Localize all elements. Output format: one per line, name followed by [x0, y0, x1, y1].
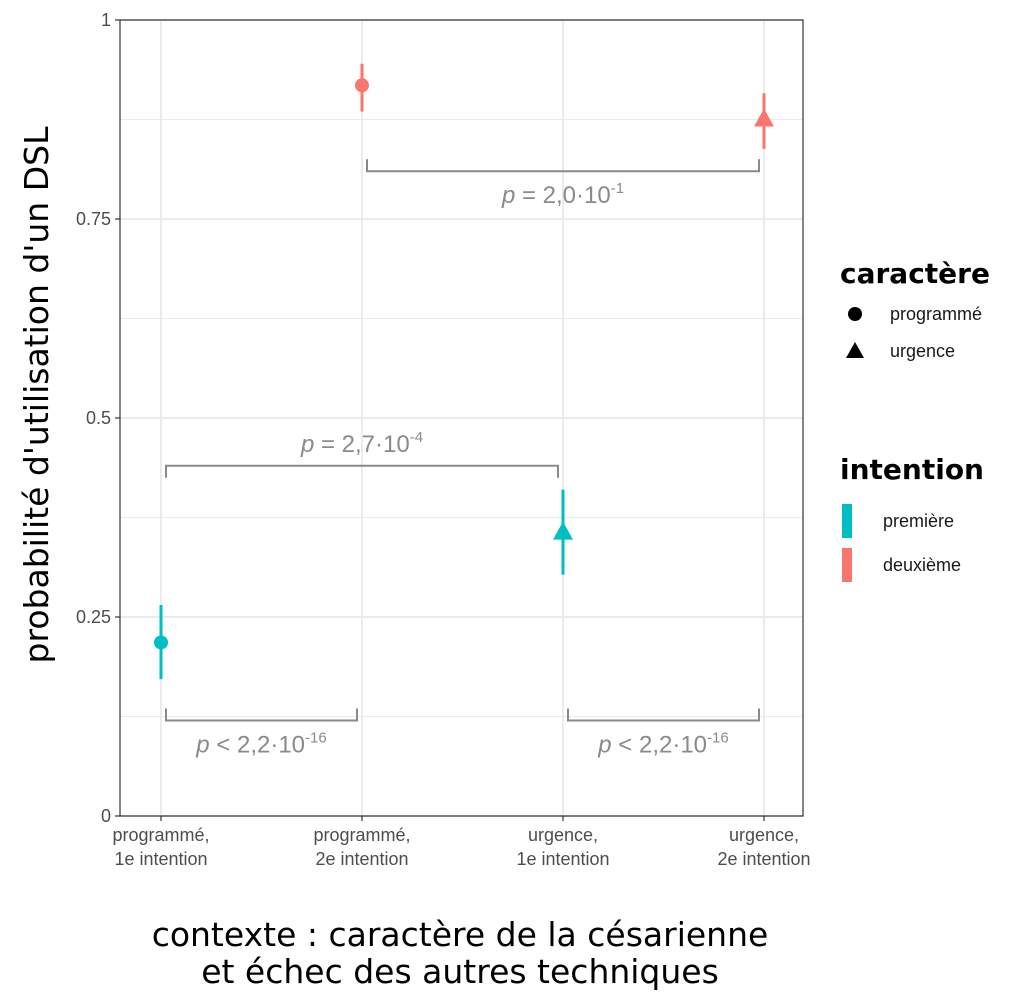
data-marks — [154, 63, 774, 680]
legend-label: première — [883, 511, 954, 531]
p-value-label: p = 2,7·10-4 — [300, 429, 423, 458]
x-tick-label: programmé, — [313, 825, 410, 845]
annotations: p < 2,2·10-16 p < 2,2·10-16 p = 2,7·10-4 p … — [165, 159, 760, 758]
y-tick-label: 0.25 — [76, 607, 111, 627]
legend-label: deuxième — [883, 555, 961, 575]
point-triangle — [553, 521, 573, 540]
legend-key-color — [842, 504, 852, 538]
y-tick-label: 1 — [101, 10, 111, 30]
x-axis-title-line-1: contexte : caractère de la césarienne — [152, 915, 769, 954]
bracket — [165, 708, 358, 722]
p-value-label: p = 2,0·10-1 — [501, 180, 624, 209]
y-tick-label: 0.5 — [86, 408, 111, 428]
y-tick-label: 0.75 — [76, 209, 111, 229]
y-axis-title: probabilité d'utilisation d'un DSL — [17, 126, 56, 664]
legend-label: programmé — [890, 304, 982, 324]
bracket — [567, 708, 760, 722]
x-tick-label: 1e intention — [516, 849, 609, 869]
x-tick-label: urgence, — [528, 825, 598, 845]
p-value-label: p < 2,2·10-16 — [195, 729, 326, 758]
legend-label: urgence — [890, 341, 955, 361]
x-tick-label: programmé, — [112, 825, 209, 845]
bracket — [366, 159, 760, 173]
legend-key-triangle — [846, 342, 864, 358]
legend: caractère programmé urgence intention premiè… — [840, 257, 990, 582]
legend-key-color — [842, 548, 852, 582]
point-triangle — [754, 108, 774, 127]
point-circle — [355, 78, 369, 93]
legend-title-caractere: caractère — [840, 257, 990, 290]
x-axis-title-line-2: et échec des autres techniques — [201, 952, 719, 991]
x-tick-label: 2e intention — [315, 849, 408, 869]
bracket — [165, 464, 559, 478]
axes: 0 0.25 0.5 0.75 1 programmé, 1e intention progr… — [76, 10, 811, 869]
x-tick-label: urgence, — [729, 825, 799, 845]
p-value-label: p < 2,2·10-16 — [597, 729, 728, 758]
point-circle — [154, 635, 168, 650]
x-tick-label: 1e intention — [114, 849, 207, 869]
legend-title-intention: intention — [840, 453, 984, 486]
x-tick-label: 2e intention — [717, 849, 810, 869]
y-tick-label: 0 — [101, 806, 111, 826]
legend-key-circle — [848, 307, 862, 321]
grid — [120, 19, 803, 817]
